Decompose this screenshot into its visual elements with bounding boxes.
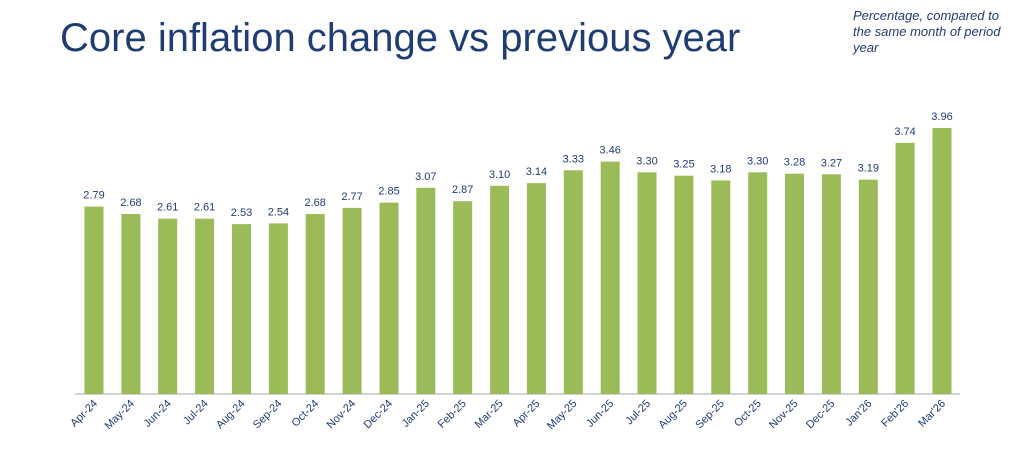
bar-Nov-24 [342, 207, 362, 394]
x-tick-label-Aug-25: Aug-25 [656, 398, 690, 432]
data-label-Jun-24: 2.61 [157, 202, 178, 214]
x-tick-label-Jul-25: Jul-25 [623, 398, 653, 428]
x-tick-label-Sep-24: Sep-24 [251, 398, 285, 432]
data-label-Oct-24: 2.68 [304, 197, 325, 209]
bar-May-24 [121, 214, 141, 394]
bar-Apr-24 [84, 206, 104, 394]
bar-Jan'26 [858, 179, 878, 394]
bar-Jun-25 [600, 161, 620, 394]
bar-Dec-25 [821, 174, 841, 394]
data-label-Sep-24: 2.54 [268, 206, 289, 218]
data-label-Jul-24: 2.61 [194, 202, 215, 214]
bar-Feb-25 [453, 201, 473, 394]
bar-Sep-25 [711, 180, 731, 394]
data-label-Apr-24: 2.79 [83, 190, 104, 202]
data-label-Dec-25: 3.27 [821, 157, 842, 169]
x-tick-label-Apr-25: Apr-25 [511, 398, 543, 430]
x-tick-label-Feb-25: Feb-25 [436, 398, 469, 431]
chart-title: Core inflation change vs previous year [60, 16, 741, 60]
bar-Apr-25 [526, 183, 546, 394]
data-label-Jan'26: 3.19 [858, 163, 879, 175]
bar-Oct-25 [748, 172, 768, 394]
x-tick-label-Sep-25: Sep-25 [693, 398, 727, 432]
x-tick-label-Nov-24: Nov-24 [325, 398, 359, 432]
data-label-Nov-24: 2.77 [341, 191, 362, 203]
x-tick-label-Jan-25: Jan-25 [400, 398, 432, 430]
data-label-Nov-25: 3.28 [784, 157, 805, 169]
x-tick-label-Mar-25: Mar-25 [473, 398, 506, 431]
x-tick-label-Jul-24: Jul-24 [181, 398, 211, 428]
data-label-Sep-25: 3.18 [710, 163, 731, 175]
data-label-Oct-25: 3.30 [747, 155, 768, 167]
x-tick-label-Dec-25: Dec-25 [804, 398, 838, 432]
data-label-Mar'26: 3.96 [931, 111, 952, 123]
bar-Mar'26 [932, 128, 952, 394]
x-tick-label-Jun-25: Jun-25 [584, 398, 616, 430]
data-label-Feb'26: 3.74 [894, 126, 915, 138]
data-label-Mar-25: 3.10 [489, 169, 510, 181]
bar-Oct-24 [305, 214, 325, 394]
bar-Aug-24 [232, 224, 251, 394]
bar-Feb'26 [895, 142, 915, 394]
x-tick-label-May-25: May-25 [545, 398, 579, 432]
bar-Mar-25 [490, 185, 510, 394]
bar-Jan-25 [416, 187, 436, 394]
x-tick-label-Dec-24: Dec-24 [362, 398, 396, 432]
data-label-Aug-25: 3.25 [673, 159, 694, 171]
data-label-Feb-25: 2.87 [452, 184, 473, 196]
bar-Dec-24 [379, 202, 399, 394]
chart-note: Percentage, compared to the same month o… [853, 8, 1001, 55]
data-label-Dec-24: 2.85 [378, 186, 399, 198]
bar-Jul-25 [637, 172, 657, 394]
bar-Jun-24 [158, 218, 178, 394]
data-label-Jul-25: 3.30 [636, 155, 657, 167]
bar-Nov-25 [785, 173, 804, 394]
x-tick-label-Aug-24: Aug-24 [214, 398, 248, 432]
data-label-May-24: 2.68 [120, 197, 141, 209]
data-label-Apr-25: 3.14 [526, 166, 547, 178]
data-label-Aug-24: 2.53 [231, 207, 252, 219]
x-tick-label-Jan'26: Jan'26 [843, 398, 874, 429]
bar-May-25 [563, 170, 583, 394]
data-label-Jun-25: 3.46 [599, 145, 620, 157]
bar-Sep-24 [268, 223, 288, 394]
x-tick-label-Nov-25: Nov-25 [767, 398, 801, 432]
bar-Aug-25 [674, 175, 694, 394]
x-tick-label-Jun-24: Jun-24 [142, 398, 174, 430]
data-label-May-25: 3.33 [563, 153, 584, 165]
x-tick-label-Oct-24: Oct-24 [289, 398, 321, 430]
x-tick-label-Mar'26: Mar'26 [916, 398, 948, 430]
x-tick-label-Apr-24: Apr-24 [68, 398, 100, 430]
data-label-Jan-25: 3.07 [415, 171, 436, 183]
x-tick-label-May-24: May-24 [103, 398, 137, 432]
bar-Jul-24 [195, 218, 215, 394]
x-tick-label-Feb'26: Feb'26 [879, 398, 911, 430]
x-tick-label-Oct-25: Oct-25 [732, 398, 764, 430]
